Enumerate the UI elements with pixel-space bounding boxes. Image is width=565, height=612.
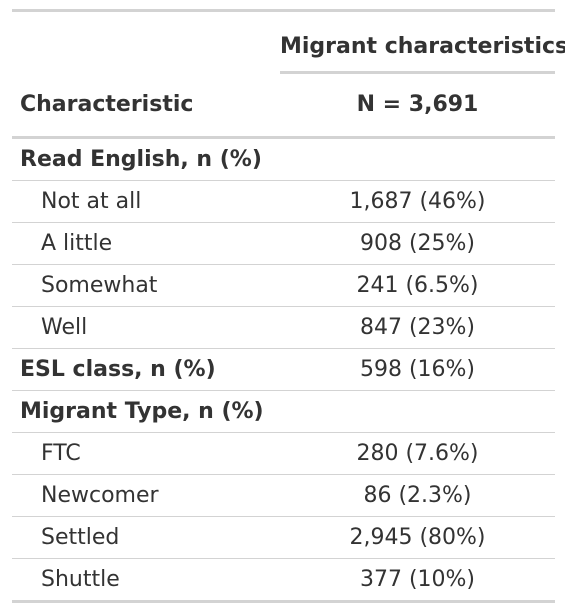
group-row-esl-class: ESL class, n (%) 598 (16%): [12, 349, 555, 391]
table-row: FTC 280 (7.6%): [12, 433, 555, 475]
row-value: 280 (7.6%): [356, 440, 479, 466]
table-row: Somewhat 241 (6.5%): [12, 265, 555, 307]
table-bottom-rule: [12, 600, 555, 603]
row-value: 1,687 (46%): [349, 188, 486, 214]
group-row-migrant-type: Migrant Type, n (%): [12, 391, 555, 433]
spanner-header: Migrant characteristics: [280, 12, 565, 74]
table-row: Well 847 (23%): [12, 307, 555, 349]
column-header-characteristic: Characteristic: [20, 92, 194, 117]
row-label: Newcomer: [41, 482, 159, 508]
row-label: Migrant Type, n (%): [20, 398, 264, 424]
column-header-row: Characteristic N = 3,691: [12, 74, 555, 136]
row-label: ESL class, n (%): [20, 356, 216, 382]
row-value: 241 (6.5%): [356, 272, 479, 298]
row-value: 86 (2.3%): [363, 482, 472, 508]
spanner-label: Migrant characteristics: [280, 34, 565, 59]
row-label: Shuttle: [41, 566, 120, 592]
spanner-rule: [280, 71, 555, 74]
row-label: Somewhat: [41, 272, 158, 298]
group-row-read-english: Read English, n (%): [12, 139, 555, 181]
row-label: A little: [41, 230, 113, 256]
row-value: 2,945 (80%): [349, 524, 486, 550]
spanner-header-row: Migrant characteristics: [12, 12, 565, 74]
row-label: Not at all: [41, 188, 142, 214]
summary-table: Migrant characteristics Characteristic N…: [12, 9, 565, 603]
table-row: Shuttle 377 (10%): [12, 559, 555, 600]
row-label: Settled: [41, 524, 120, 550]
table-top-rule: [12, 9, 555, 12]
table-row: Not at all 1,687 (46%): [12, 181, 555, 223]
table-row: A little 908 (25%): [12, 223, 555, 265]
table-body: Read English, n (%) Not at all 1,687 (46…: [12, 139, 555, 600]
table-row: Newcomer 86 (2.3%): [12, 475, 555, 517]
header-bottom-rule: [12, 136, 555, 139]
row-value: 598 (16%): [359, 356, 476, 382]
row-value: 377 (10%): [359, 566, 476, 592]
column-header-n: N = 3,691: [356, 92, 479, 117]
row-value: 847 (23%): [359, 314, 476, 340]
row-label: Read English, n (%): [20, 146, 262, 172]
row-label: FTC: [41, 440, 81, 466]
table-row: Settled 2,945 (80%): [12, 517, 555, 559]
row-label: Well: [41, 314, 88, 340]
row-value: 908 (25%): [359, 230, 476, 256]
